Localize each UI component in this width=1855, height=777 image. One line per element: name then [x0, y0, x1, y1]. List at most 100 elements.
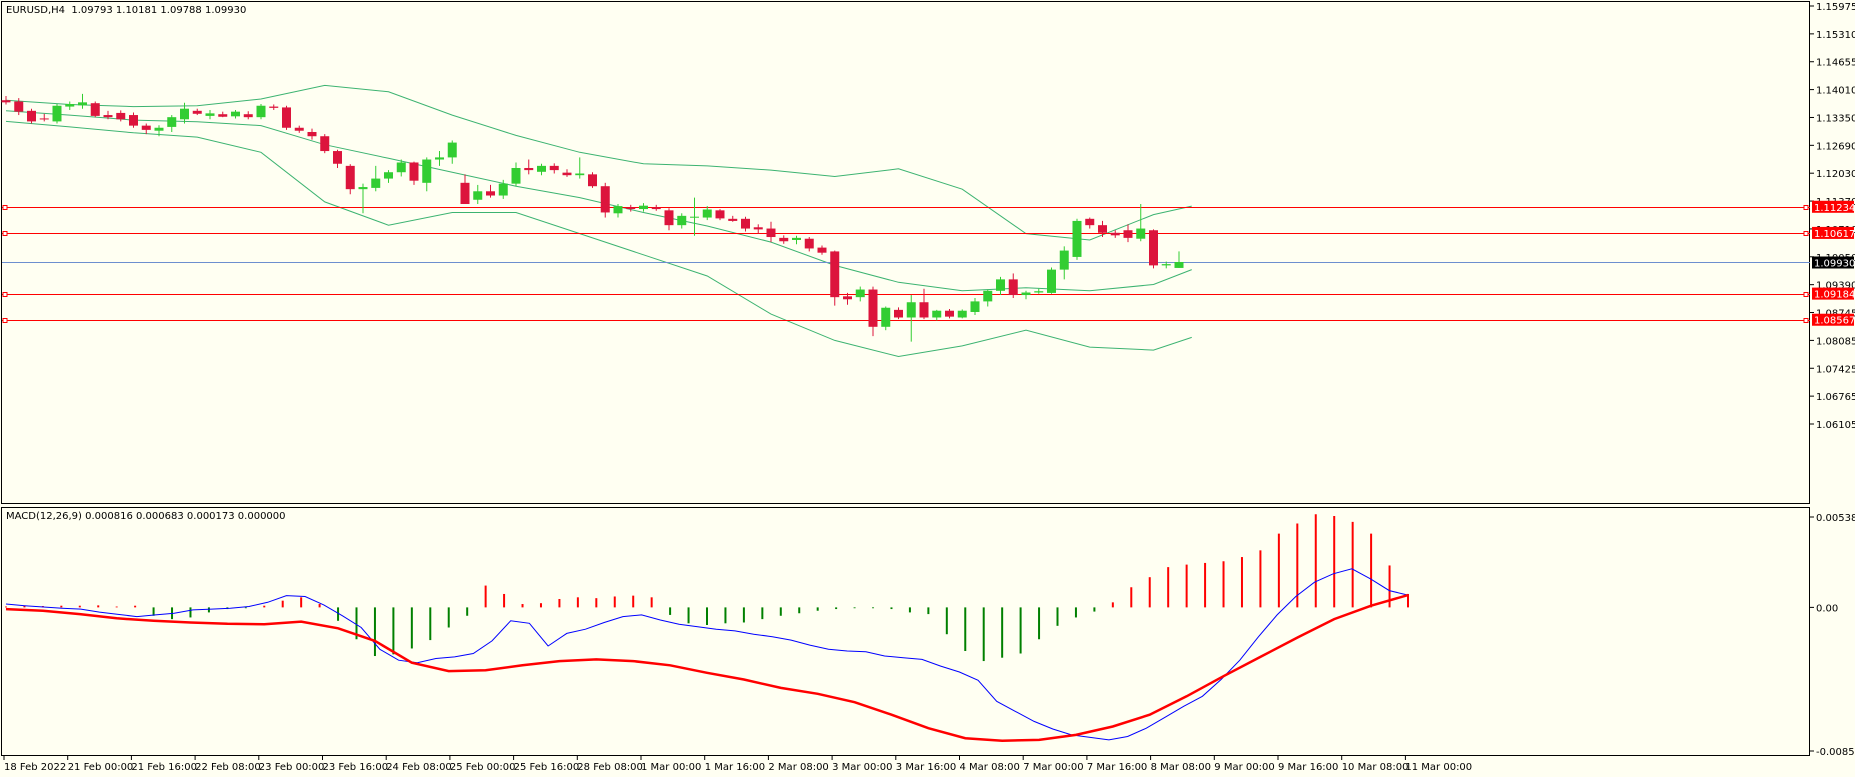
candle	[843, 292, 852, 305]
time-tick-label: 28 Feb 08:00	[577, 762, 643, 773]
line-price-label-bg	[1812, 226, 1854, 239]
line-handle[interactable]	[1803, 318, 1809, 323]
time-tick-label: 8 Mar 08:00	[1151, 762, 1211, 773]
candle-body	[575, 173, 585, 176]
candle	[855, 286, 865, 302]
time-tick-label: 7 Mar 00:00	[1023, 762, 1083, 773]
line-handle[interactable]	[2, 231, 8, 236]
candle-body	[52, 105, 62, 122]
candle	[384, 170, 393, 183]
candle-body	[409, 162, 419, 181]
line-handle[interactable]	[1803, 205, 1809, 210]
candle-body	[779, 237, 789, 242]
candle	[345, 164, 355, 195]
candle-body	[90, 103, 100, 116]
candle-body	[396, 162, 406, 173]
time-tick-label: 23 Feb 00:00	[259, 762, 325, 773]
main-panel-frame	[1, 1, 1810, 504]
candle-body	[894, 309, 903, 318]
candle-body	[970, 301, 980, 312]
candle	[957, 309, 967, 319]
price-tick-label: 1.09390	[1816, 281, 1855, 292]
candle	[549, 163, 559, 174]
candle-body	[753, 227, 763, 230]
line-price-label-bg	[1812, 200, 1854, 213]
candle	[830, 250, 840, 306]
line-handle[interactable]	[2, 318, 8, 323]
price-tick-label: 1.13350	[1816, 113, 1855, 124]
line-handle[interactable]	[2, 292, 8, 297]
candle	[396, 159, 406, 177]
candle	[333, 149, 342, 168]
candle-body	[537, 165, 546, 172]
candle-body	[435, 157, 444, 160]
candle	[282, 105, 291, 130]
candle	[320, 134, 330, 154]
price-tick-label: 1.14010	[1816, 86, 1855, 97]
candle	[14, 98, 24, 116]
candle-body	[817, 247, 827, 253]
candle-body	[384, 172, 393, 179]
price-tick-label: 1.12690	[1816, 141, 1855, 152]
candlesticks	[1, 93, 1184, 342]
candle-body	[639, 205, 648, 210]
candle-body	[906, 302, 916, 318]
time-tick-label: 1 Mar 00:00	[641, 762, 701, 773]
candle	[702, 206, 712, 221]
bollinger-upper-band	[5, 84, 1192, 241]
candle	[52, 104, 62, 124]
candle-body	[345, 165, 355, 190]
line-handle[interactable]	[1803, 292, 1809, 297]
candle-body	[511, 167, 521, 184]
candle	[753, 224, 763, 234]
candle	[728, 215, 738, 222]
candle-body	[1008, 279, 1018, 296]
time-tick-label: 21 Feb 00:00	[68, 762, 134, 773]
line-price-label-bg	[1812, 287, 1854, 300]
candle-body	[371, 178, 381, 188]
candle	[460, 174, 470, 204]
candle-body	[498, 183, 508, 196]
time-tick-label: 4 Mar 08:00	[960, 762, 1020, 773]
time-tick-label: 3 Mar 00:00	[832, 762, 892, 773]
candle	[600, 182, 610, 218]
candle	[741, 216, 750, 232]
candle	[371, 165, 381, 192]
candle-body	[282, 107, 291, 128]
time-tick-label: 2 Mar 08:00	[768, 762, 828, 773]
price-axis: 1.15975 1.15310 1.14655 1.14010 1.13350 1.126…	[1810, 2, 1855, 431]
candle	[205, 109, 215, 120]
candle	[792, 235, 801, 245]
line-handle[interactable]	[1803, 231, 1809, 236]
candle-body	[27, 110, 36, 122]
candle	[180, 102, 189, 124]
price-tick-label: 1.06765	[1816, 392, 1855, 403]
price-tick-label: 1.08085	[1816, 336, 1855, 347]
candle	[473, 184, 483, 204]
candle	[626, 204, 636, 212]
candle-body	[702, 209, 712, 218]
candle-body	[294, 127, 304, 131]
candle	[1, 95, 11, 105]
candle	[970, 298, 980, 315]
candle	[307, 128, 317, 140]
candle-body	[690, 216, 699, 218]
candle	[27, 108, 36, 124]
candle-body	[830, 251, 840, 298]
candle-body	[651, 207, 661, 210]
candle	[868, 286, 878, 337]
candle	[116, 110, 126, 122]
time-tick-label: 9 Mar 00:00	[1214, 762, 1274, 773]
candle	[435, 151, 444, 166]
candle	[486, 184, 495, 198]
time-tick-label: 3 Mar 16:00	[896, 762, 956, 773]
candle	[779, 235, 789, 244]
candle-body	[269, 106, 279, 108]
horizontal-lines[interactable]	[2, 205, 1810, 323]
line-handle[interactable]	[2, 205, 8, 210]
candle-body	[1136, 228, 1146, 239]
candle	[817, 245, 827, 255]
line-price-label: 1.08567	[1814, 316, 1855, 327]
